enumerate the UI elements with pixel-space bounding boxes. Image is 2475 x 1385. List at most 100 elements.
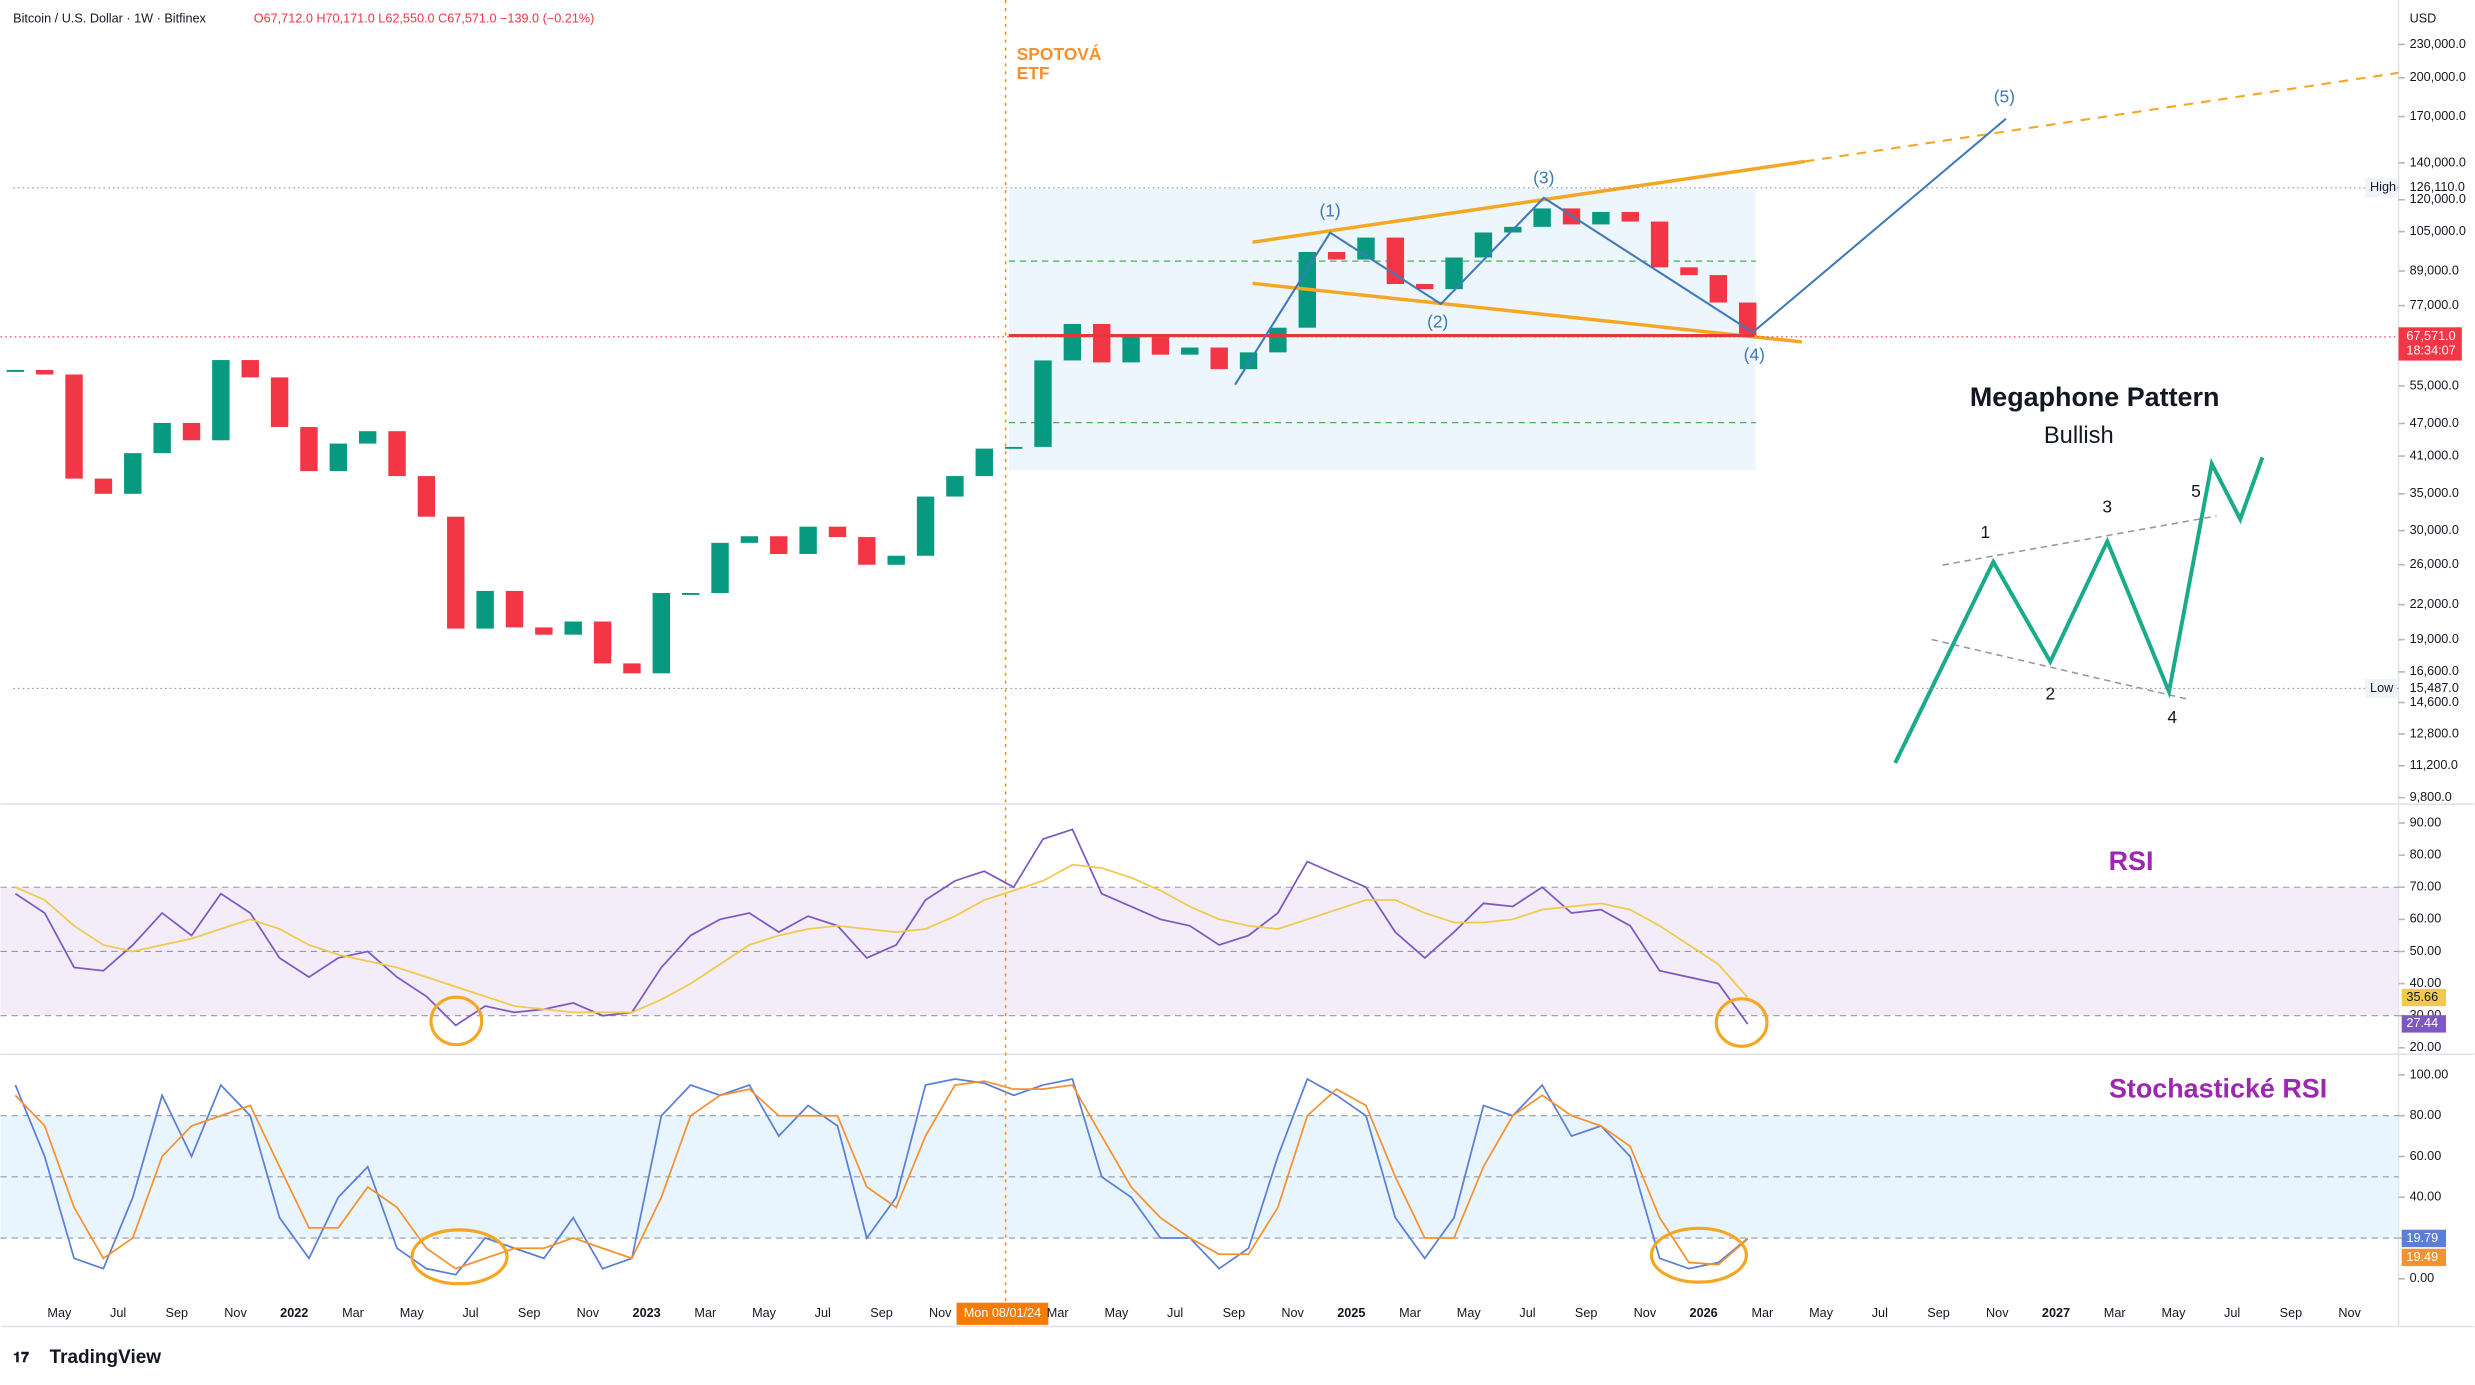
x-tick-label: 2023: [633, 1306, 661, 1320]
price-tag: 67,571.0: [2406, 329, 2455, 343]
candle: [1650, 221, 1669, 268]
candle: [564, 621, 582, 635]
pattern-subtitle: Bullish: [2044, 423, 2114, 449]
last-value: 19.49: [2406, 1250, 2438, 1264]
candle: [476, 590, 494, 629]
ohlc: O67,712.0 H70,171.0 L62,550.0 C67,571.0 …: [254, 11, 595, 25]
candle: [388, 431, 406, 477]
y-tick-label: 77,000.0: [2410, 298, 2459, 312]
y-tick-label: 70.00: [2410, 880, 2442, 894]
candle: [1474, 232, 1493, 258]
x-tick-label: Nov: [577, 1306, 600, 1320]
x-tick-label: May: [1809, 1306, 1834, 1320]
y-tick-label: 35,000.0: [2410, 486, 2459, 500]
candle: [1327, 251, 1346, 260]
candle: [975, 448, 993, 477]
y-tick-label: 80.00: [2410, 847, 2442, 861]
trend-line: [1252, 159, 1806, 244]
y-tick-label: 9,800.0: [2410, 790, 2452, 804]
last-value: 19.79: [2406, 1231, 2438, 1245]
y-tick-label: 55,000.0: [2410, 378, 2459, 392]
candle: [65, 374, 83, 479]
candle: [858, 537, 876, 565]
candle: [652, 593, 671, 674]
y-tick-label: 30,000.0: [2410, 523, 2459, 537]
candle: [828, 526, 847, 538]
pattern-point: 1: [1981, 522, 1991, 542]
price-tag-bg: [2398, 327, 2462, 361]
candle: [447, 516, 465, 629]
low-tag: Low: [2370, 681, 2394, 695]
high-value: 126,110.0: [2410, 180, 2465, 194]
candle: [358, 431, 377, 444]
x-tick-label: Sep: [1223, 1306, 1246, 1320]
brand: TradingView: [50, 1347, 162, 1368]
candle: [182, 422, 201, 441]
wave-label: (3): [1533, 167, 1554, 187]
y-tick-label: 80.00: [2410, 1108, 2442, 1122]
x-tick-label: May: [400, 1306, 425, 1320]
candle: [417, 476, 436, 517]
x-tick-label: Jul: [2224, 1306, 2240, 1320]
x-tick-label: Mar: [1399, 1306, 1421, 1320]
x-tick-label: Nov: [1281, 1306, 1304, 1320]
candle: [6, 369, 25, 372]
y-tick-label: 40.00: [2410, 1190, 2442, 1204]
candle: [1093, 323, 1111, 363]
y-tick-label: 11,200.0: [2410, 758, 2458, 772]
x-tick-label: Sep: [1927, 1306, 1950, 1320]
high-tag: High: [2370, 180, 2396, 194]
candle: [1151, 337, 1170, 355]
candle: [300, 427, 318, 472]
wave-label: (2): [1427, 311, 1448, 331]
candle: [35, 369, 54, 375]
highlight: [1714, 997, 1769, 1048]
pane-title: Stochastické RSI: [2109, 1074, 2327, 1104]
x-tick-label: Mar: [342, 1306, 364, 1320]
y-tick-label: 170,000.0: [2410, 109, 2466, 123]
trend-line-projection: [1804, 71, 2399, 163]
candle: [1122, 337, 1140, 363]
y-tick-label: 14,600.0: [2410, 695, 2459, 709]
symbol-title: Bitcoin / U.S. Dollar · 1W · Bitfinex: [13, 11, 206, 25]
wave-label: (1): [1319, 201, 1340, 221]
low-value: 15,487.0: [2410, 681, 2459, 695]
plot-layer: [0, 208, 2399, 1276]
candle: [593, 621, 612, 664]
x-tick-label: Mar: [1047, 1306, 1069, 1320]
candle: [916, 496, 935, 556]
low-tag-bg: [2365, 678, 2397, 698]
candle: [1416, 283, 1434, 290]
candle: [270, 377, 289, 428]
candle: [1445, 257, 1463, 290]
x-tick-label: Sep: [870, 1306, 893, 1320]
x-tick-label: Jul: [1519, 1306, 1535, 1320]
volume-profile-zone: [1008, 188, 1756, 471]
x-tick-label: 2026: [1690, 1306, 1718, 1320]
candle: [153, 422, 171, 454]
countdown: 18:34:07: [2406, 343, 2455, 357]
etf-label: SPOTOVÁ: [1017, 44, 1102, 64]
candle: [740, 536, 759, 543]
high-tag-bg: [2365, 178, 2397, 198]
x-tick-label: Sep: [2280, 1306, 2303, 1320]
pattern-point: 5: [2191, 481, 2201, 501]
candle: [1181, 347, 1199, 355]
highlight: [410, 1228, 509, 1286]
x-tick-label: Mar: [1751, 1306, 1773, 1320]
series-line: [15, 863, 1749, 1014]
wave-path: [1234, 117, 2007, 386]
date-tag: [956, 1302, 1049, 1325]
y-tick-label: 90.00: [2410, 815, 2442, 829]
x-tick-label: Sep: [518, 1306, 541, 1320]
highlight: [429, 995, 484, 1047]
candle: [535, 627, 553, 635]
x-tick-label: Mar: [694, 1306, 716, 1320]
x-tick-label: 2027: [2042, 1306, 2070, 1320]
y-tick-label: 26,000.0: [2410, 557, 2459, 571]
y-tick-label: 105,000.0: [2410, 224, 2466, 238]
brand-logo: 𝟏𝟕: [13, 1350, 29, 1366]
y-tick-label: 230,000.0: [2410, 37, 2466, 51]
currency: USD: [2410, 11, 2437, 25]
